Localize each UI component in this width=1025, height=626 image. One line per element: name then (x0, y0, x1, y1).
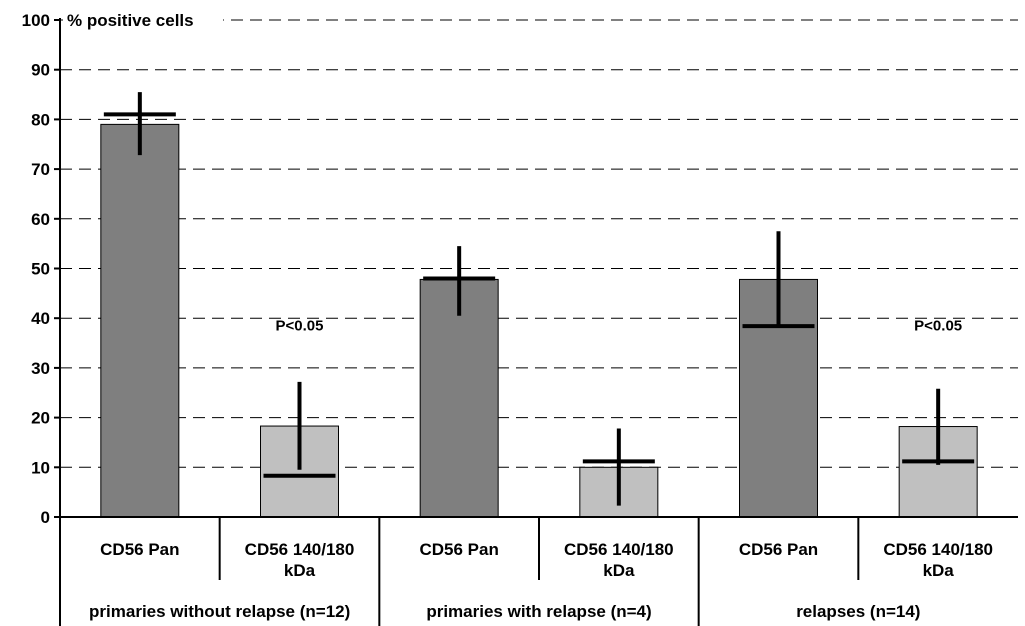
category-label: CD56 140/180 kDa (883, 540, 993, 580)
y-tick-label: 80 (31, 110, 50, 129)
y-tick-label: 50 (31, 260, 50, 279)
y-tick-label: 10 (31, 458, 50, 477)
bar (100, 123, 180, 518)
category-labels: CD56 Pan CD56 140/180 kDa CD56 Pan CD56 140/… (100, 540, 993, 580)
category-label: CD56 140/180 kDa (564, 540, 674, 580)
p-value-annotation: P<0.05 (276, 318, 324, 335)
y-tick-label: 20 (31, 409, 50, 428)
gridlines (60, 19, 1018, 468)
y-axis-title-background (63, 10, 223, 30)
group-labels: primaries without relapse (n=12) primarie… (89, 602, 920, 621)
annotations: P<0.05 P<0.05 (276, 318, 963, 335)
y-tick-label: 100 (22, 11, 50, 30)
y-tick-label: 40 (31, 309, 50, 328)
group-label: primaries with relapse (n=4) (426, 602, 651, 621)
axes (54, 18, 1018, 518)
category-label: CD56 Pan (419, 540, 498, 559)
y-tick-labels: 0 10 20 30 40 50 60 70 80 90 100 (22, 11, 50, 527)
y-axis-title: % positive cells (67, 11, 194, 30)
category-label: CD56 Pan (100, 540, 179, 559)
bar (419, 278, 499, 518)
bars (100, 123, 978, 518)
p-value-annotation: P<0.05 (914, 318, 962, 335)
y-tick-label: 0 (41, 508, 50, 527)
category-separators (59, 517, 860, 626)
category-label: CD56 140/180 kDa (245, 540, 355, 580)
category-label: CD56 Pan (739, 540, 818, 559)
y-tick-label: 60 (31, 210, 50, 229)
group-label: relapses (n=14) (796, 602, 920, 621)
y-tick-label: 70 (31, 160, 50, 179)
group-label: primaries without relapse (n=12) (89, 602, 350, 621)
error-bars (137, 92, 941, 506)
y-tick-label: 30 (31, 359, 50, 378)
y-tick-label: 90 (31, 61, 50, 80)
